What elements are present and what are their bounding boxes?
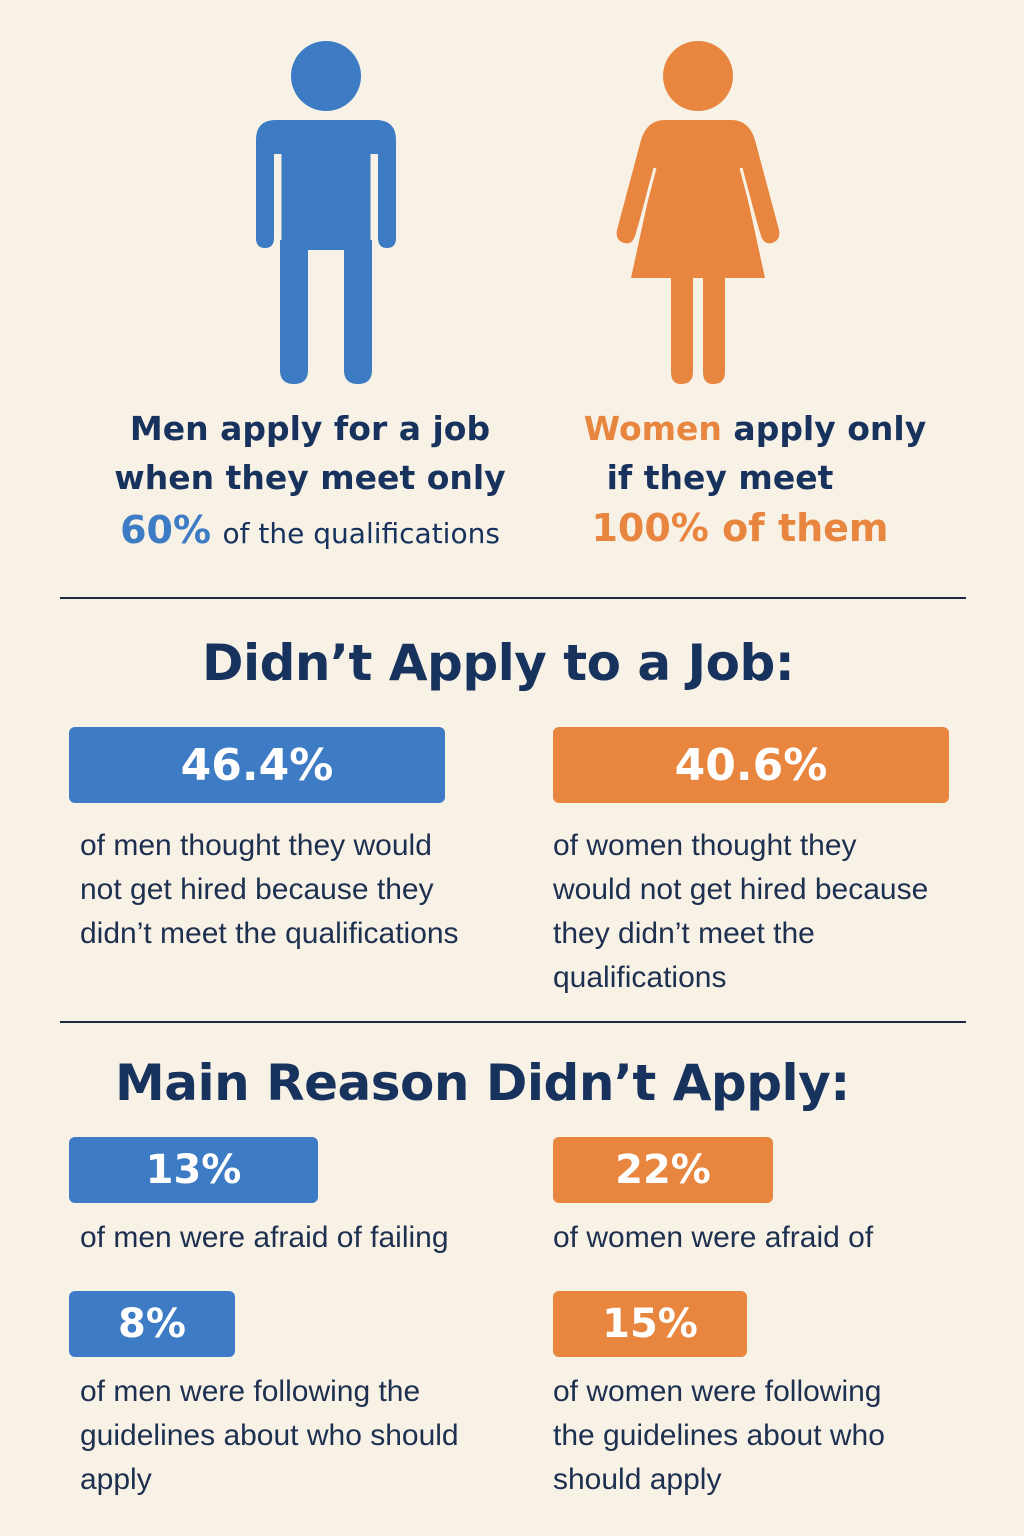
men-didnt-apply-value: 46.4%: [69, 727, 445, 803]
men-fail-value: 13%: [69, 1137, 318, 1203]
women-didnt-apply-value: 40.6%: [553, 727, 949, 803]
men-guidelines-value: 8%: [69, 1291, 235, 1357]
divider-2: [60, 1021, 966, 1023]
women-headline-line2: if they meet: [606, 458, 834, 497]
man-figure-icon: [254, 40, 398, 386]
divider-1: [60, 597, 966, 599]
women-headline: Women apply only if they meet 100% of th…: [560, 404, 950, 553]
women-percent: 100% of them: [591, 506, 889, 550]
men-headline-line2: when they meet only: [114, 458, 506, 497]
men-headline-line1: Men apply for a job: [129, 409, 491, 448]
women-fail-value: 22%: [553, 1137, 773, 1203]
women-word: Women: [583, 409, 722, 448]
men-qualifications-text: of the qualifications: [222, 517, 500, 550]
men-didnt-apply-text: of men thought they would not get hired …: [80, 829, 459, 950]
section-title-main-reason: Main Reason Didn’t Apply:: [115, 1054, 850, 1112]
women-didnt-apply-text: of women thought they would not get hire…: [553, 829, 929, 994]
women-fail-text: of women were afraid of: [553, 1221, 874, 1254]
women-guidelines-text: of women were following the guidelines a…: [553, 1375, 885, 1496]
women-headline-line1: apply only: [733, 409, 927, 448]
men-headline: Men apply for a job when they meet only …: [80, 404, 540, 558]
men-fail-text: of men were afraid of failing: [80, 1221, 449, 1254]
women-guidelines-value: 15%: [553, 1291, 747, 1357]
men-percent: 60%: [120, 508, 212, 552]
woman-figure-icon: [615, 40, 781, 386]
men-guidelines-text: of men were following the guidelines abo…: [80, 1375, 459, 1496]
section-title-didnt-apply: Didn’t Apply to a Job:: [202, 634, 795, 692]
